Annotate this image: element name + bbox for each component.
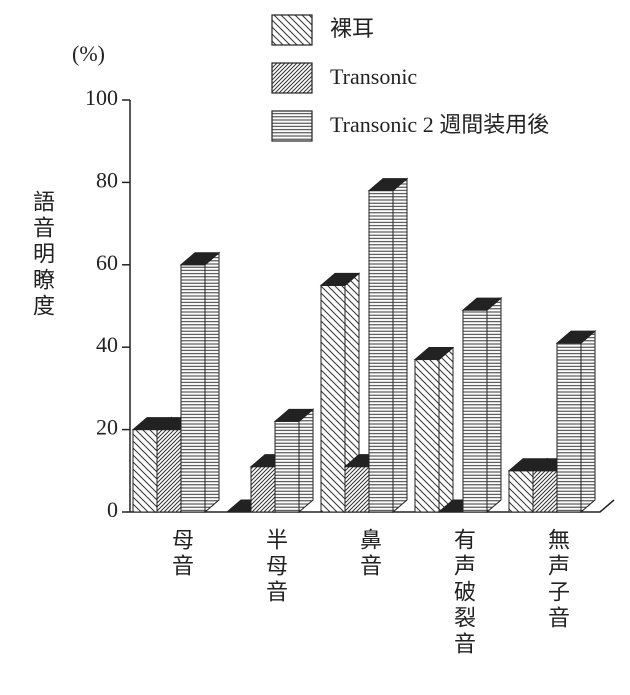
bar-front (320, 284, 346, 513)
bar (413, 346, 455, 514)
bar (273, 408, 315, 514)
bar-front (274, 420, 300, 513)
bar (555, 329, 597, 514)
bar-front (508, 470, 534, 513)
bar-front (556, 342, 582, 513)
bar-front (180, 264, 206, 513)
bar-side (392, 177, 408, 514)
legend-label: 裸耳 (330, 16, 374, 41)
y-tick-label: 40 (96, 332, 118, 357)
bar-side (580, 329, 596, 514)
bar-side (486, 297, 502, 514)
y-tick-label: 100 (85, 85, 118, 110)
x-tick-label: 鼻音 (357, 528, 382, 580)
bar-top (555, 330, 597, 344)
bar-side (438, 346, 454, 514)
bar-front (132, 429, 158, 513)
x-tick-label: 無声子音 (545, 528, 570, 632)
y-tick-label: 0 (107, 497, 118, 522)
bar-top (273, 408, 315, 422)
bar-front (414, 359, 440, 513)
bar-front (532, 470, 558, 513)
bar (461, 297, 503, 514)
bar-top (413, 347, 455, 361)
bar-top (319, 272, 361, 286)
unit-label: (%) (72, 41, 105, 66)
bar (367, 177, 409, 514)
y-tick-label: 80 (96, 167, 118, 192)
x-tick-label: 母音 (169, 528, 194, 580)
bar-front (344, 466, 370, 513)
bar-front (250, 466, 276, 513)
legend-label: Transonic 2 週間装用後 (330, 112, 549, 137)
legend-swatch (271, 14, 313, 46)
bar-side (204, 251, 220, 514)
x-tick-label: 半母音 (263, 528, 288, 606)
bar-top (461, 297, 503, 311)
legend-swatch (271, 62, 313, 94)
bar-top (179, 252, 221, 266)
y-tick-label: 60 (96, 250, 118, 275)
bar (319, 272, 361, 514)
bar (179, 251, 221, 514)
bar-front (462, 309, 488, 513)
bar-front (368, 190, 394, 513)
y-tick-label: 20 (96, 415, 118, 440)
bar-side (298, 408, 314, 514)
x-tick-label: 有声破裂音 (451, 528, 476, 658)
bar-top (367, 178, 409, 192)
legend-label: Transonic (330, 64, 417, 89)
bar-front (156, 429, 182, 513)
y-axis-label: 語音明瞭度 (30, 190, 55, 320)
legend-swatch (271, 110, 313, 142)
